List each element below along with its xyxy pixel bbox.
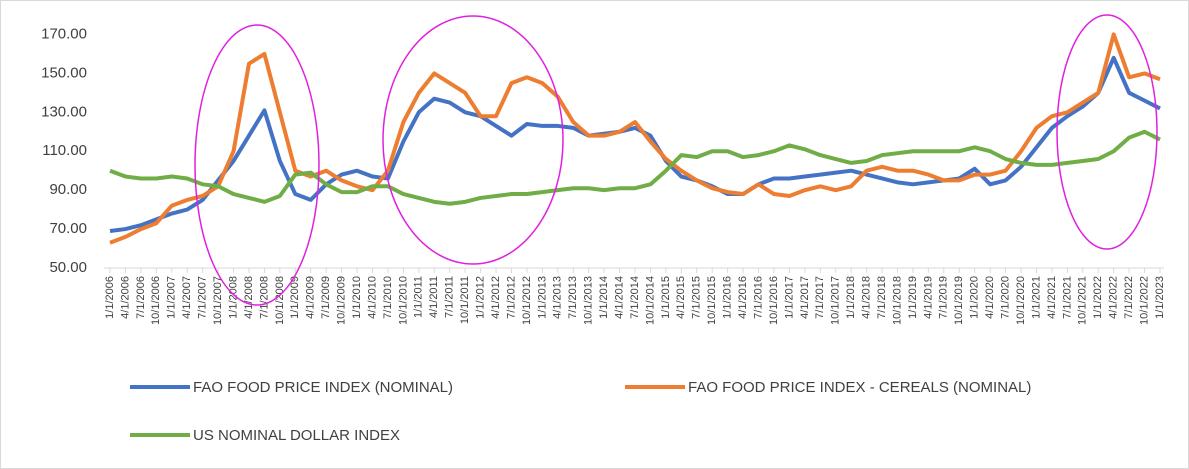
x-tick-label: 10/1/2006 — [150, 276, 162, 325]
x-tick-label: 7/1/2020 — [999, 276, 1011, 319]
x-tick-label: 4/1/2018 — [861, 276, 873, 319]
x-tick-label: 10/1/2009 — [336, 276, 348, 325]
plot-area: 50.00 70.00 90.00 110.00 130.00 150.00 170.00 1… — [41, 25, 1166, 444]
x-tick-label: 10/1/2010 — [397, 276, 409, 325]
x-tick-label: 7/1/2013 — [567, 276, 579, 319]
x-tick-label: 1/1/2012 — [474, 276, 486, 319]
x-tick-label: 7/1/2015 — [691, 276, 703, 319]
x-tick-label: 4/1/2016 — [737, 276, 749, 319]
annotation-ellipse — [1056, 14, 1158, 250]
x-tick-label: 7/1/2006 — [135, 276, 147, 319]
x-tick-label: 1/1/2022 — [1092, 276, 1104, 319]
legend-label: FAO FOOD PRICE INDEX (NOMINAL) — [193, 379, 453, 396]
y-tick-label: 110.00 — [42, 142, 87, 159]
x-tick-label: 4/1/2015 — [675, 276, 687, 319]
x-tick-label: 7/1/2011 — [444, 276, 456, 318]
x-tick-label: 7/1/2009 — [320, 276, 332, 319]
series-line — [109, 32, 1161, 245]
x-tick-label: 4/1/2022 — [1108, 276, 1120, 319]
annotation-ellipse — [382, 15, 564, 265]
x-tick-label: 4/1/2011 — [428, 276, 440, 318]
x-tick-label: 10/1/2011 — [459, 276, 471, 324]
y-tick-label: 150.00 — [41, 64, 87, 81]
x-tick-label: 1/1/2015 — [660, 276, 672, 319]
legend-label: US NOMINAL DOLLAR INDEX — [193, 427, 400, 444]
x-tick-label: 10/1/2007 — [212, 276, 224, 325]
x-tick-label: 1/1/2020 — [969, 276, 981, 319]
x-tick-label: 10/1/2016 — [768, 276, 780, 325]
x-tick-label: 4/1/2010 — [366, 276, 378, 319]
x-tick-label: 7/1/2019 — [938, 276, 950, 319]
x-tick-label: 1/1/2010 — [351, 276, 363, 319]
x-tick-label: 7/1/2022 — [1123, 276, 1135, 319]
x-tick-label: 10/1/2022 — [1138, 276, 1150, 325]
y-tick-label: 170.00 — [41, 25, 87, 42]
x-tick-label: 4/1/2006 — [119, 276, 131, 319]
x-tick-label: 10/1/2019 — [953, 276, 965, 325]
annotation-ellipse — [194, 24, 320, 306]
x-tick-label: 4/1/2007 — [181, 276, 193, 319]
y-tick-label: 90.00 — [49, 181, 87, 198]
x-tick-label: 1/1/2014 — [598, 276, 610, 319]
x-tick-label: 10/1/2012 — [521, 276, 533, 325]
y-tick-label: 70.00 — [49, 220, 87, 237]
x-tick-label: 7/1/2012 — [505, 276, 517, 319]
x-tick-label: 1/1/2023 — [1154, 276, 1166, 319]
x-tick-label: 1/1/2011 — [413, 276, 425, 318]
x-tick-label: 4/1/2008 — [243, 276, 255, 319]
legend-label: FAO FOOD PRICE INDEX - CEREALS (NOMINAL) — [688, 379, 1031, 396]
x-tick-label: 4/1/2012 — [490, 276, 502, 319]
x-tick-label: 1/1/2017 — [783, 276, 795, 319]
x-tick-label: 1/1/2018 — [845, 276, 857, 319]
x-tick-label: 10/1/2014 — [644, 276, 656, 325]
series-line — [109, 55, 1161, 234]
x-tick-label: 4/1/2017 — [799, 276, 811, 319]
x-tick-label: 1/1/2006 — [104, 276, 116, 319]
y-tick-label: 50.00 — [49, 259, 87, 276]
x-tick-label: 4/1/2014 — [613, 276, 625, 319]
x-tick-label: 10/1/2015 — [706, 276, 718, 325]
x-tick-label: 10/1/2020 — [1015, 276, 1027, 325]
x-tick-label: 1/1/2007 — [166, 276, 178, 319]
x-tick-label: 10/1/2017 — [830, 276, 842, 325]
x-tick-label: 7/1/2016 — [752, 276, 764, 319]
x-tick-label: 1/1/2008 — [227, 276, 239, 319]
x-tick-label: 7/1/2018 — [876, 276, 888, 319]
x-tick-label: 10/1/2018 — [891, 276, 903, 325]
x-tick-label: 7/1/2014 — [629, 276, 641, 319]
x-tick-label: 1/1/2013 — [536, 276, 548, 319]
y-tick-label: 130.00 — [41, 103, 87, 120]
x-tick-label: 1/1/2021 — [1030, 276, 1042, 319]
x-tick-label: 1/1/2009 — [289, 276, 301, 319]
x-tick-label: 4/1/2021 — [1046, 276, 1058, 319]
x-tick-label: 1/1/2016 — [722, 276, 734, 319]
x-tick-label: 10/1/2013 — [583, 276, 595, 325]
x-tick-label: 4/1/2013 — [552, 276, 564, 319]
x-tick-label: 7/1/2021 — [1061, 276, 1073, 319]
x-tick-label: 7/1/2008 — [258, 276, 270, 319]
x-tick-label: 4/1/2009 — [305, 276, 317, 319]
x-tick-label: 10/1/2021 — [1077, 276, 1089, 325]
x-tick-label: 7/1/2010 — [382, 276, 394, 319]
x-tick-label: 4/1/2020 — [984, 276, 996, 319]
series-line — [109, 129, 1161, 206]
x-tick-label: 10/1/2008 — [274, 276, 286, 325]
x-tick-label: 7/1/2017 — [814, 276, 826, 319]
x-tick-label: 7/1/2007 — [197, 276, 209, 319]
x-tick-label: 4/1/2019 — [922, 276, 934, 319]
x-tick-label: 1/1/2019 — [907, 276, 919, 319]
